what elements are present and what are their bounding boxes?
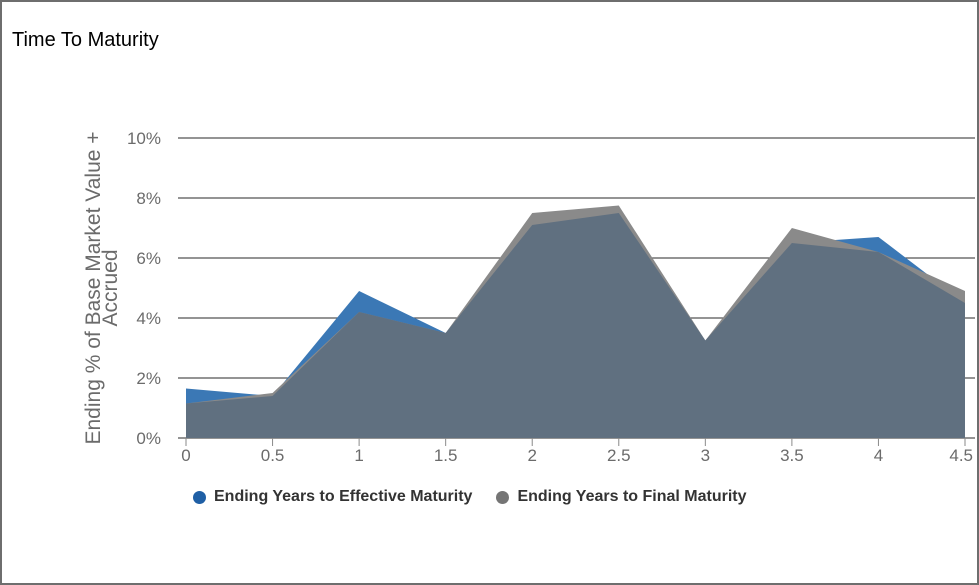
x-tick-label: 0 (181, 446, 190, 465)
x-tick-label: 2.5 (607, 446, 631, 465)
legend-label-effective: Ending Years to Effective Maturity (214, 488, 473, 505)
legend-item-final[interactable]: Ending Years to Final Maturity (496, 488, 747, 506)
legend-item-effective[interactable]: Ending Years to Effective Maturity (193, 488, 472, 506)
x-tick-label: 3 (701, 446, 710, 465)
y-tick-label: 2% (136, 369, 161, 388)
x-tick-label: 2 (527, 446, 536, 465)
chart-title: Time To Maturity (12, 29, 159, 51)
y-tick-label: 8% (136, 189, 161, 208)
chart-legend: Ending Years to Effective Maturity Endin… (193, 488, 747, 506)
y-tick-label: 0% (136, 429, 161, 448)
x-tick-label: 1.5 (434, 446, 458, 465)
area-overlap (186, 213, 965, 438)
y-axis-label: Ending % of Base Market Value +Accrued (82, 131, 122, 444)
legend-dot-effective (193, 490, 206, 504)
y-axis-label-line: Accrued (99, 249, 122, 326)
axis-layer (185, 438, 966, 446)
x-tick-label: 0.5 (261, 446, 285, 465)
legend-dot-final (496, 490, 510, 504)
y-tick-label: 10% (127, 129, 161, 148)
label-layer: 0% 2% 4% 6% 8% 10% 0 0.5 1 1.5 2 2.5 3 3.5 4 4.5 Ending … (82, 129, 973, 465)
legend-label-final: Ending Years to Final Maturity (517, 488, 747, 505)
y-tick-label: 6% (136, 249, 161, 268)
x-tick-label: 3.5 (780, 446, 804, 465)
y-axis-label-line: Ending % of Base Market Value + (82, 131, 105, 444)
x-tick-label: 1 (354, 446, 363, 465)
area-layer (186, 205, 965, 438)
y-tick-label: 4% (136, 309, 161, 328)
x-tick-label: 4.5 (949, 446, 973, 465)
x-tick-label: 4 (874, 446, 883, 465)
